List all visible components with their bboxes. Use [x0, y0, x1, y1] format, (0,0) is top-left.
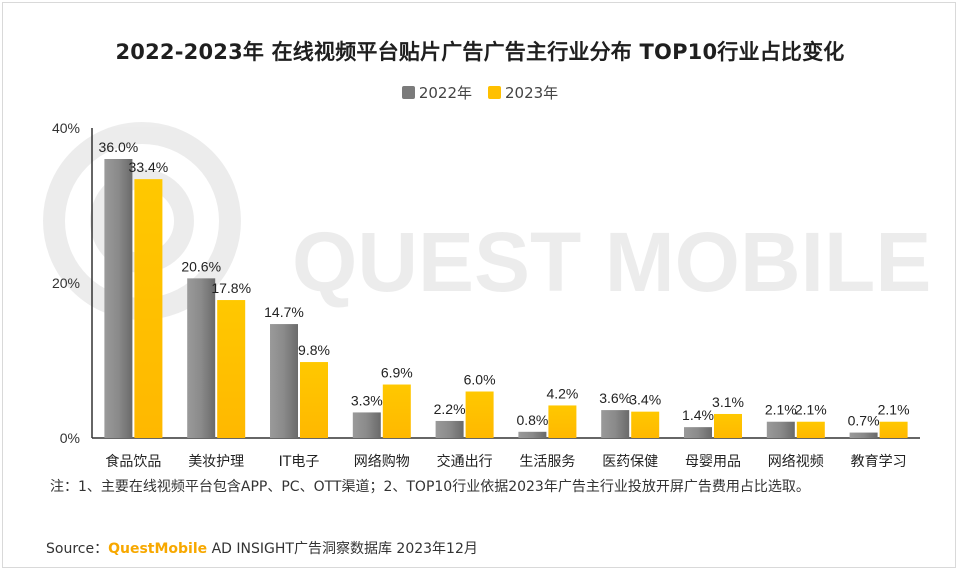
bar-2023 — [382, 384, 411, 438]
data-label-2022: 0.7% — [848, 413, 880, 429]
bar-2022 — [270, 324, 298, 438]
bar-2023 — [714, 413, 742, 438]
bar-2023 — [548, 405, 577, 438]
category-label: 母婴用品 — [685, 454, 741, 470]
data-label-2023: 3.4% — [629, 392, 661, 408]
category-label: 网络购物 — [354, 454, 410, 470]
bar-2022 — [601, 410, 630, 438]
bar-2023 — [465, 391, 494, 438]
data-label-2023: 9.8% — [298, 342, 330, 358]
data-label-2022: 3.6% — [599, 390, 631, 406]
watermark-text: QUEST MOBILE — [292, 215, 931, 309]
source-line: Source：QuestMobile AD INSIGHT广告洞察数据库 202… — [46, 538, 478, 558]
y-tick-label: 20% — [52, 275, 80, 291]
bar-2022 — [352, 412, 381, 438]
legend-item-2023: 2023年 — [488, 82, 558, 103]
legend: 2022年 2023年 — [0, 82, 960, 103]
data-label-2022: 3.3% — [351, 392, 383, 408]
category-label: 食品饮品 — [105, 453, 161, 470]
footnote: 注：1、主要在线视频平台包含APP、PC、OTT渠道；2、TOP10行业依据20… — [50, 479, 810, 495]
bar-2022 — [518, 431, 547, 438]
y-tick-label: 0% — [60, 430, 80, 446]
y-tick-label: 40% — [52, 120, 80, 136]
bar-2023 — [879, 421, 908, 438]
source-brand: QuestMobile — [108, 541, 208, 557]
category-label: 生活服务 — [519, 454, 575, 470]
data-label-2023: 2.1% — [795, 402, 827, 418]
data-label-2022: 14.7% — [264, 304, 304, 320]
legend-label-2022: 2022年 — [418, 84, 472, 102]
source-rest: AD INSIGHT广告洞察数据库 2023年12月 — [207, 541, 478, 557]
watermark: QUEST MOBILE — [43, 122, 931, 320]
data-label-2023: 33.4% — [129, 159, 169, 175]
category-label: 教育学习 — [851, 454, 907, 470]
legend-label-2023: 2023年 — [505, 84, 559, 102]
category-label: 网络视频 — [768, 454, 824, 470]
bar-2022 — [187, 278, 216, 438]
data-label-2022: 36.0% — [99, 139, 139, 155]
bar-2023 — [134, 179, 163, 438]
bar-2022 — [849, 432, 878, 438]
data-label-2022: 2.2% — [434, 401, 466, 417]
legend-item-2022: 2022年 — [401, 82, 472, 103]
chart-title: 2022-2023年 在线视频平台贴片广告广告主行业分布 TOP10行业占比变化 — [115, 40, 845, 64]
data-label-2023: 3.1% — [712, 394, 744, 410]
legend-swatch-2022 — [401, 86, 415, 99]
data-label-2022: 1.4% — [682, 407, 714, 423]
bar-2023 — [796, 421, 825, 438]
data-label-2022: 2.1% — [765, 402, 797, 418]
category-label: 交通出行 — [437, 453, 493, 470]
data-label-2022: 0.8% — [516, 412, 548, 428]
source-prefix: Source： — [46, 541, 109, 557]
data-label-2023: 6.9% — [381, 365, 413, 381]
bar-2022 — [766, 421, 795, 438]
data-label-2023: 4.2% — [546, 385, 578, 401]
category-label: IT电子 — [279, 454, 320, 470]
bar-2023 — [631, 411, 660, 438]
category-label: 美妆护理 — [188, 454, 244, 470]
bar-2022 — [435, 420, 464, 438]
bar-2023 — [300, 362, 328, 438]
bar-2023 — [217, 300, 246, 438]
legend-swatch-2023 — [488, 86, 501, 99]
bar-2022 — [684, 427, 712, 438]
data-label-2023: 17.8% — [211, 280, 251, 296]
data-label-2022: 20.6% — [181, 258, 221, 274]
bar-2022 — [104, 159, 133, 438]
category-label: 医药保健 — [602, 454, 658, 470]
data-label-2023: 2.1% — [878, 402, 910, 418]
data-label-2023: 6.0% — [464, 372, 496, 388]
